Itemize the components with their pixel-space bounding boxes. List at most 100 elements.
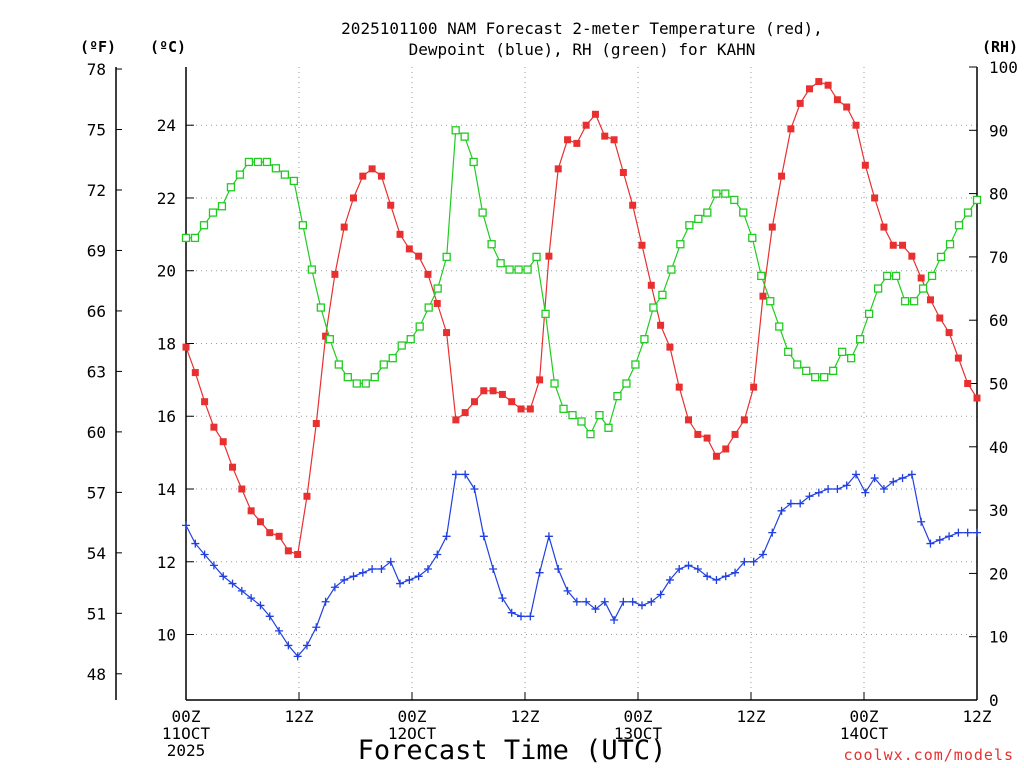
temperature-point-18 xyxy=(350,194,358,202)
dewpoint-point-54 xyxy=(684,561,693,570)
rh-point-2 xyxy=(199,221,209,230)
rh-point-8 xyxy=(253,157,263,167)
temperature-point-6 xyxy=(238,485,246,493)
dewpoint-point-49 xyxy=(637,601,646,610)
dewpoint-point-58 xyxy=(721,572,730,581)
dewpoint-point-73 xyxy=(861,488,870,497)
x-tick-label-24-0: 00Z xyxy=(398,707,427,726)
x-tick-label-48-1: 13OCT xyxy=(614,724,663,743)
dewpoint-point-21 xyxy=(377,565,386,574)
dewpoint-point-29 xyxy=(451,470,460,479)
rh-tick-label-90: 90 xyxy=(989,121,1008,140)
temperature-point-46 xyxy=(610,136,618,144)
dewpoint-point-19 xyxy=(358,568,367,577)
rh-point-18 xyxy=(343,373,352,382)
temperature-point-31 xyxy=(470,398,478,406)
rh-point-67 xyxy=(784,347,793,357)
rh-point-65 xyxy=(766,297,775,306)
chart-title-line-2: Dewpoint (blue), RH (green) for KAHN xyxy=(409,40,756,59)
temperature-point-55 xyxy=(694,430,702,438)
temperature-point-11 xyxy=(284,547,292,555)
temperature-point-2 xyxy=(201,398,209,406)
dewpoint-point-50 xyxy=(647,597,656,606)
rh-point-58 xyxy=(703,208,712,217)
dewpoint-point-41 xyxy=(563,586,572,595)
rh-point-42 xyxy=(559,404,568,413)
temperature-point-83 xyxy=(954,354,962,362)
temperature-point-21 xyxy=(377,172,385,180)
rh-point-11 xyxy=(280,170,290,179)
temperature-point-62 xyxy=(759,292,767,300)
rh-point-33 xyxy=(478,208,487,217)
rh-point-24 xyxy=(397,341,406,350)
dewpoint-point-47 xyxy=(619,597,628,606)
x-tick-label-48-0: 00Z xyxy=(624,707,653,726)
dewpoint-point-57 xyxy=(712,575,721,584)
rh-point-88 xyxy=(972,195,982,205)
rh-point-73 xyxy=(838,347,847,357)
x-tick-label-60-0: 12Z xyxy=(737,707,766,726)
dewpoint-point-78 xyxy=(907,470,916,479)
x-tick-label-72-0: 00Z xyxy=(850,707,879,726)
dewpoint-point-25 xyxy=(414,572,423,581)
fahrenheit-tick-label-63: 63 xyxy=(87,362,106,381)
rh-point-85 xyxy=(945,240,955,249)
temperature-point-56 xyxy=(703,434,711,442)
rh-point-12 xyxy=(289,176,299,186)
dewpoint-point-46 xyxy=(610,615,619,624)
rh-tick-label-10: 10 xyxy=(989,628,1008,647)
dewpoint-point-35 xyxy=(507,608,516,617)
temperature-point-19 xyxy=(359,172,367,180)
dewpoint-point-17 xyxy=(340,575,349,584)
dewpoint-point-13 xyxy=(302,641,311,650)
temperature-point-69 xyxy=(824,81,832,89)
dewpoint-point-8 xyxy=(256,601,265,610)
dewpoint-point-64 xyxy=(777,506,786,515)
dewpoint-point-55 xyxy=(693,565,702,574)
rh-point-21 xyxy=(370,373,379,382)
dewpoint-point-59 xyxy=(731,568,740,577)
fahrenheit-tick-label-54: 54 xyxy=(87,544,106,563)
rh-point-3 xyxy=(208,208,218,217)
fahrenheit-tick-label-66: 66 xyxy=(87,302,106,321)
temperature-point-24 xyxy=(405,245,413,253)
temperature-point-53 xyxy=(675,383,683,391)
rh-point-80 xyxy=(900,297,910,306)
rh-point-76 xyxy=(864,309,874,319)
rh-point-45 xyxy=(586,429,595,439)
rh-point-41 xyxy=(550,379,559,388)
rh-point-63 xyxy=(748,233,757,243)
dewpoint-point-43 xyxy=(582,597,591,606)
dewpoint-line xyxy=(185,473,977,658)
dewpoint-point-45 xyxy=(600,597,609,606)
dewpoint-point-37 xyxy=(526,612,535,621)
rh-point-20 xyxy=(361,379,370,388)
dewpoint-point-51 xyxy=(656,590,665,599)
rh-point-87 xyxy=(963,208,973,217)
dewpoint-point-72 xyxy=(852,470,861,479)
rh-point-47 xyxy=(604,423,613,432)
dewpoint-point-10 xyxy=(275,626,284,635)
temperature-point-82 xyxy=(945,329,953,337)
rh-point-7 xyxy=(244,157,254,167)
rh-point-26 xyxy=(415,322,424,331)
temperature-point-81 xyxy=(936,314,944,322)
temperature-point-61 xyxy=(750,383,758,391)
temperature-point-38 xyxy=(536,376,544,384)
temperature-point-40 xyxy=(554,165,562,173)
dewpoint-point-84 xyxy=(963,528,972,537)
rh-point-4 xyxy=(217,202,227,211)
temperature-point-25 xyxy=(415,252,423,260)
temperature-point-84 xyxy=(964,380,972,387)
dewpoint-point-32 xyxy=(479,532,488,541)
dewpoint-point-42 xyxy=(572,597,581,606)
rh-point-79 xyxy=(891,271,901,281)
temperature-point-0 xyxy=(182,343,190,351)
axes: 1012141618202224485154576063666972757801… xyxy=(87,58,1018,760)
rh-point-44 xyxy=(577,417,586,426)
dewpoint-point-40 xyxy=(554,565,563,574)
fahrenheit-tick-label-48: 48 xyxy=(87,665,106,684)
dewpoint-point-63 xyxy=(768,528,777,537)
temperature-point-67 xyxy=(805,85,813,93)
rh-tick-label-40: 40 xyxy=(989,438,1008,457)
